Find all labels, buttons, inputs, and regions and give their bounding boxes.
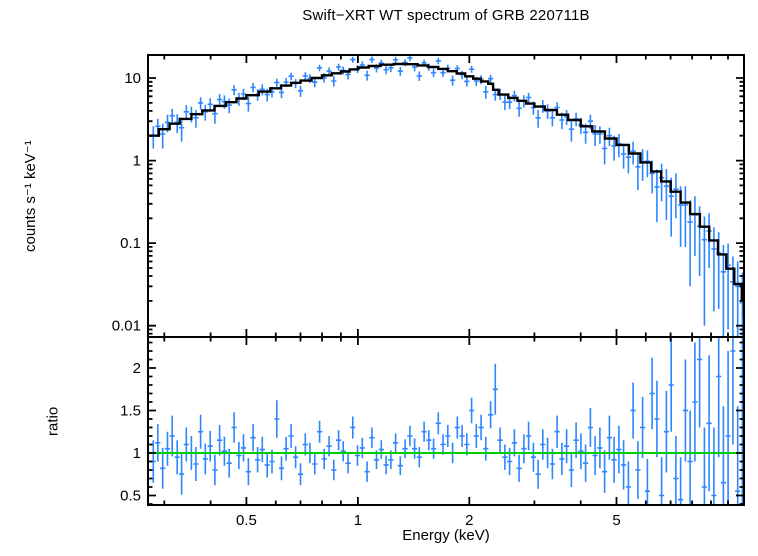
- y-bottom-tick-label: 0.5: [120, 488, 141, 505]
- tick-labels: 0.5 1 2 5 10 1 0.1 0.01 2 1.5 1 0.5: [112, 70, 621, 529]
- y-bottom-tick-label: 1: [133, 445, 141, 462]
- x-tick-label: 2: [465, 512, 473, 529]
- y-top-tick-label: 0.1: [120, 235, 141, 252]
- plot-title: Swift−XRT WT spectrum of GRB 220711B: [302, 7, 590, 24]
- y-bottom-tick-label: 2: [133, 360, 141, 377]
- x-axis-label: Energy (keV): [402, 527, 490, 544]
- x-tick-label: 0.5: [236, 512, 257, 529]
- y-top-tick-label: 1: [133, 153, 141, 170]
- axis-ticks: [148, 55, 744, 505]
- bottom-panel-frame: [147, 336, 745, 506]
- x-tick-label: 1: [354, 512, 362, 529]
- model-curve: [148, 62, 744, 317]
- y-bottom-tick-label: 1.5: [120, 403, 141, 420]
- y-top-tick-label: 10: [124, 70, 141, 87]
- x-tick-label: 5: [612, 512, 620, 529]
- y-top-tick-label: 0.01: [112, 318, 141, 335]
